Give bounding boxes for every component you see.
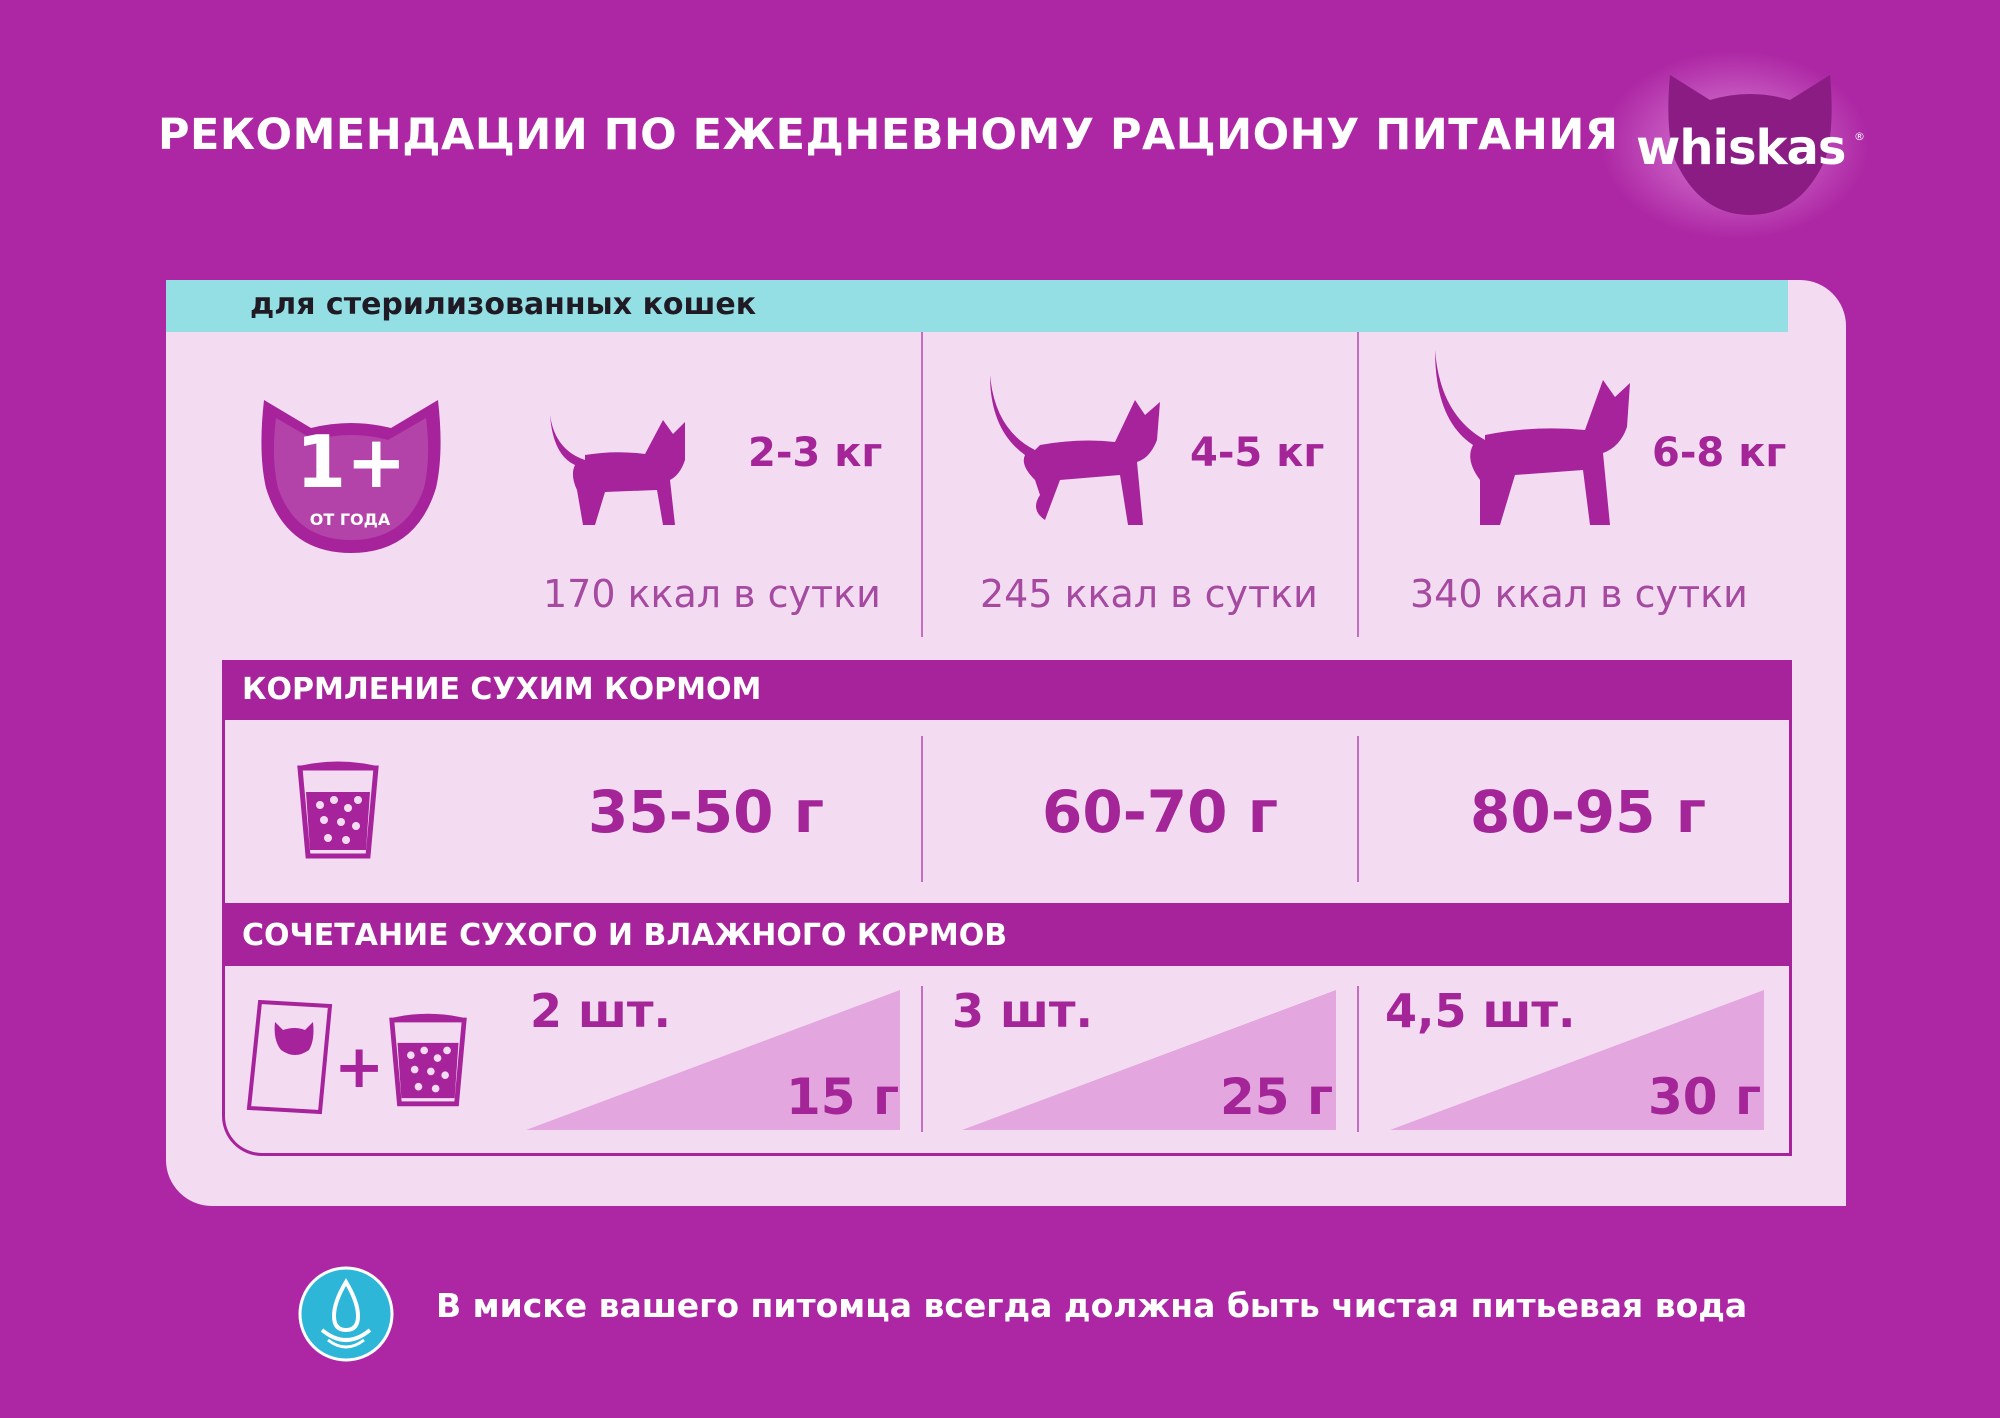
logo-cat-head-icon: [1668, 75, 1832, 215]
mixed-food-heading: СОЧЕТАНИЕ СУХОГО И ВЛАЖНОГО КОРМОВ: [222, 906, 1792, 966]
mixed-dry-grams-small: 15 г: [786, 1068, 900, 1126]
column-divider: [921, 332, 923, 637]
dry-portion-small: 35-50 г: [588, 778, 824, 846]
dry-food-heading: КОРМЛЕНИЕ СУХИМ КОРМОМ: [222, 660, 1792, 720]
large-cat-icon: [1435, 350, 1630, 525]
weight-large: 6-8 кг: [1652, 430, 1787, 476]
age-value: 1+: [296, 420, 407, 504]
pouch-count-large: 4,5 шт.: [1385, 984, 1576, 1038]
pouch-count-medium: 3 шт.: [952, 984, 1094, 1038]
medium-cat-icon: [990, 375, 1160, 525]
dry-portion-large: 80-95 г: [1470, 778, 1706, 846]
kcal-medium: 245 ккал в сутки: [980, 572, 1318, 616]
column-divider: [1357, 986, 1359, 1132]
water-note: В миске вашего питомца всегда должна быт…: [436, 1286, 1748, 1325]
card-subtitle-band: [166, 280, 1788, 332]
portion-wedge: [526, 990, 900, 1130]
mixed-dry-grams-medium: 25 г: [1220, 1068, 1334, 1126]
dry-food-cup-icon: [297, 761, 379, 859]
kcal-small: 170 ккал в сутки: [543, 572, 881, 616]
column-divider: [1357, 736, 1359, 882]
column-divider: [921, 986, 923, 1132]
age-badge-cat-head-icon: [261, 400, 441, 553]
age-label: ОТ ГОДА: [309, 510, 391, 529]
portion-wedge: [1390, 990, 1764, 1130]
logo-wordmark: whiskas: [1636, 120, 1846, 176]
plus-sign: +: [334, 1032, 385, 1102]
small-cat-icon: [550, 415, 685, 525]
whiskas-logo: whiskas ®: [1600, 50, 1870, 240]
dry-food-cup-icon: [389, 1013, 467, 1107]
mixed-food-section: [222, 966, 1792, 1156]
column-divider: [1357, 332, 1359, 637]
page-title: РЕКОМЕНДАЦИИ ПО ЕЖЕДНЕВНОМУ РАЦИОНУ ПИТА…: [158, 110, 1619, 160]
dry-portion-medium: 60-70 г: [1042, 778, 1278, 846]
logo-registered-mark: ®: [1854, 130, 1865, 143]
weight-medium: 4-5 кг: [1190, 430, 1325, 476]
dry-food-section: [222, 720, 1792, 906]
wet-food-pouch-icon: [246, 1000, 333, 1115]
column-divider: [921, 736, 923, 882]
weight-small: 2-3 кг: [748, 430, 883, 476]
kcal-large: 340 ккал в сутки: [1410, 572, 1748, 616]
card-subtitle: для стерилизованных кошек: [250, 287, 757, 322]
water-drop-icon: [298, 1266, 394, 1362]
pouch-count-small: 2 шт.: [530, 984, 672, 1038]
portion-wedge: [962, 990, 1336, 1130]
mixed-dry-grams-large: 30 г: [1648, 1068, 1762, 1126]
